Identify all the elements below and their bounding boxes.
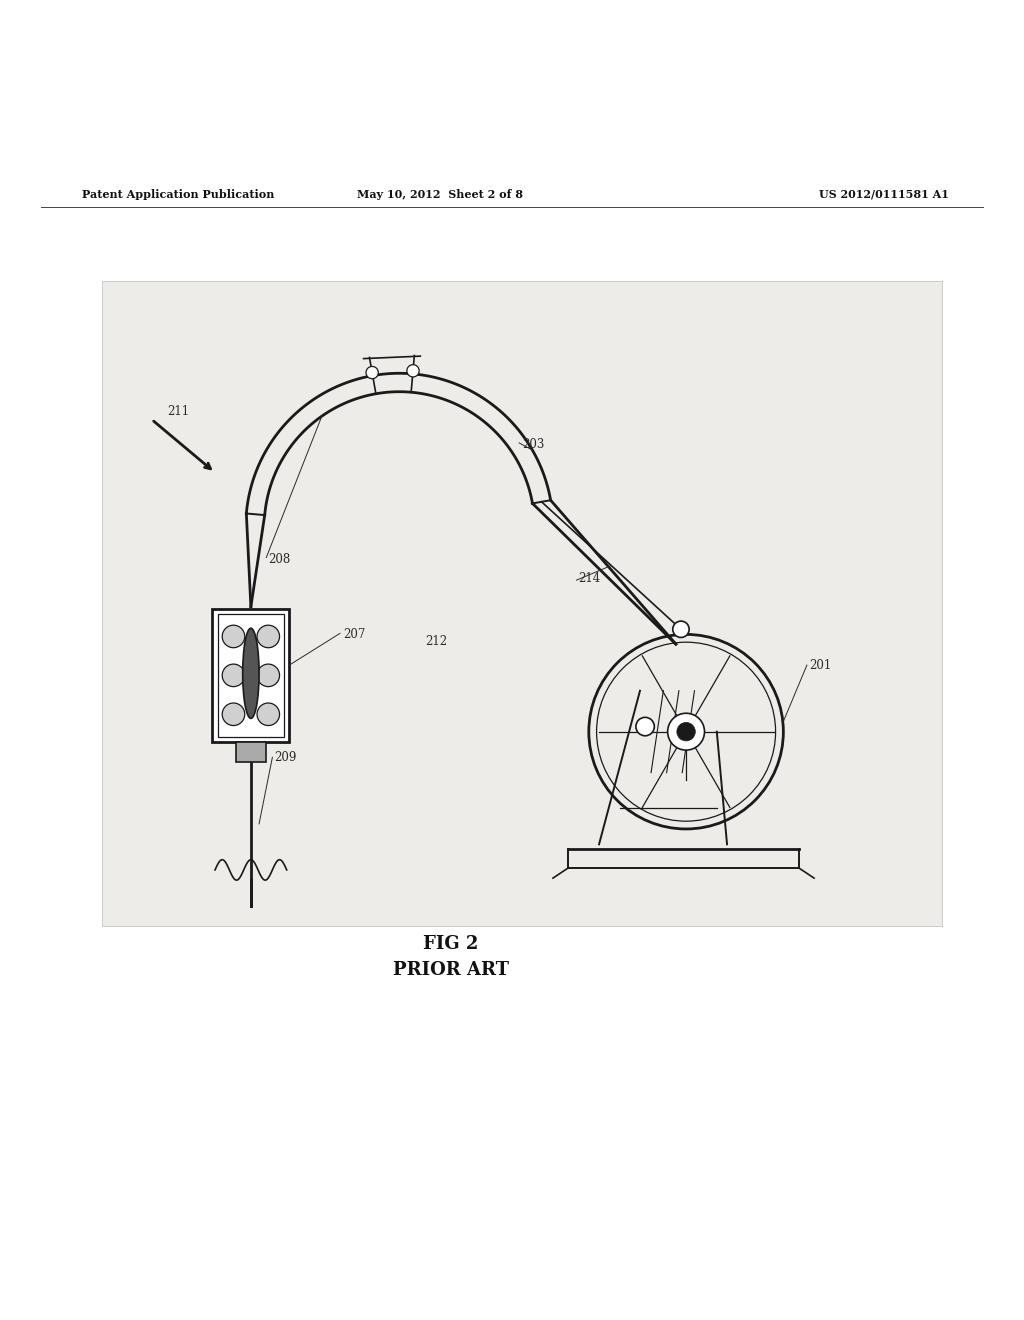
Circle shape <box>222 626 245 648</box>
Circle shape <box>222 704 245 726</box>
Text: 214: 214 <box>579 572 601 585</box>
Circle shape <box>407 364 419 378</box>
Circle shape <box>257 626 280 648</box>
Circle shape <box>668 713 705 750</box>
Text: PRIOR ART: PRIOR ART <box>392 961 509 979</box>
Text: 212: 212 <box>425 635 447 648</box>
Circle shape <box>366 367 378 379</box>
Circle shape <box>257 704 280 726</box>
Circle shape <box>677 722 695 741</box>
Circle shape <box>636 717 654 735</box>
Bar <box>236 742 266 763</box>
Text: FIG 2: FIG 2 <box>423 935 478 953</box>
Circle shape <box>222 664 245 686</box>
Text: 201: 201 <box>809 659 831 672</box>
Text: US 2012/0111581 A1: US 2012/0111581 A1 <box>819 189 949 199</box>
Text: 209: 209 <box>274 751 297 764</box>
Text: 203: 203 <box>522 438 545 451</box>
Bar <box>217 614 284 737</box>
Bar <box>102 281 942 927</box>
Circle shape <box>673 622 689 638</box>
Circle shape <box>257 664 280 686</box>
Ellipse shape <box>243 628 259 718</box>
Bar <box>213 609 289 742</box>
Text: 208: 208 <box>268 553 291 566</box>
Text: May 10, 2012  Sheet 2 of 8: May 10, 2012 Sheet 2 of 8 <box>357 189 523 199</box>
Text: 207: 207 <box>343 628 366 642</box>
Text: Patent Application Publication: Patent Application Publication <box>82 189 274 199</box>
Text: 211: 211 <box>167 405 189 417</box>
